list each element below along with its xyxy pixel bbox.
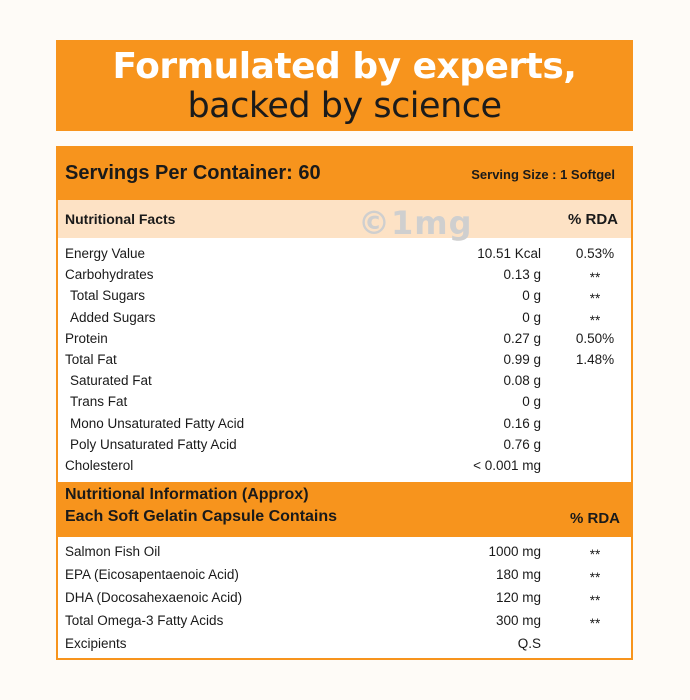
- facts-row-name: Total Fat: [65, 352, 117, 367]
- facts-row-rda: 0.53%: [575, 246, 615, 261]
- info-rda-header: % RDA: [570, 510, 621, 527]
- info-row-rda: **: [589, 570, 601, 585]
- facts-title: Nutritional Facts: [65, 211, 176, 227]
- facts-row-value: 0.08 g: [503, 373, 541, 389]
- facts-row-rda: **: [589, 312, 601, 328]
- facts-row-value: 0.16 g: [503, 415, 541, 431]
- info-row-value: 120 mg: [495, 590, 541, 605]
- facts-row-value: 0.27 g: [503, 330, 541, 346]
- headline-banner: Formulated by experts, backed by science: [56, 40, 633, 131]
- facts-row-value: < 0.001 mg: [473, 458, 541, 473]
- facts-row-name: Energy Value: [65, 246, 146, 261]
- facts-row-name: Trans Fat: [70, 394, 128, 410]
- facts-row-value: 0.13 g: [503, 267, 541, 283]
- facts-row-name: Saturated Fat: [70, 373, 152, 389]
- facts-row-value: 0 g: [522, 288, 541, 304]
- nutrition-panel: Servings Per Container: 60 Serving Size …: [56, 146, 633, 660]
- info-row-value: 1000 mg: [488, 544, 541, 559]
- facts-row-value: 0 g: [522, 309, 541, 325]
- info-row-name: DHA (Docosahexaenoic Acid): [65, 590, 243, 605]
- info-row-name: EPA (Eicosapentaenoic Acid): [65, 567, 239, 582]
- info-row-rda: **: [589, 616, 601, 631]
- info-row-name: Excipients: [65, 636, 127, 651]
- facts-row-value: 0.76 g: [503, 436, 541, 452]
- facts-row-value: 0.99 g: [503, 352, 541, 367]
- facts-row-rda: **: [589, 291, 601, 307]
- info-row-rda: **: [589, 547, 601, 562]
- facts-row-name: Total Sugars: [70, 288, 146, 304]
- info-title-line-1: Nutritional Information (Approx): [65, 486, 309, 503]
- info-row-rda: **: [589, 593, 601, 608]
- servings-header: Servings Per Container: 60 Serving Size …: [58, 148, 631, 200]
- info-row-value: 300 mg: [495, 613, 541, 628]
- serving-size: Serving Size : 1 Softgel: [471, 167, 615, 182]
- facts-row-rda: 1.48%: [575, 352, 615, 367]
- headline-line-1: Formulated by experts,: [112, 46, 577, 87]
- info-row-name: Salmon Fish Oil: [65, 544, 161, 559]
- facts-row-name: Mono Unsaturated Fatty Acid: [70, 415, 245, 431]
- facts-row-name: Carbohydrates: [65, 267, 154, 283]
- info-header: Nutritional Information (Approx) Each So…: [58, 482, 631, 537]
- info-row-value: 180 mg: [495, 567, 541, 582]
- facts-row-name: Cholesterol: [65, 458, 134, 473]
- info-title-line-2: Each Soft Gelatin Capsule Contains: [65, 508, 338, 525]
- facts-row-value: 0 g: [522, 394, 541, 410]
- facts-row-name: Protein: [65, 330, 108, 346]
- facts-row-value: 10.51 Kcal: [477, 246, 541, 261]
- facts-row-name: Poly Unsaturated Fatty Acid: [70, 436, 237, 452]
- facts-row-rda: 0.50%: [575, 330, 615, 346]
- servings-per-container: Servings Per Container: 60: [65, 162, 321, 184]
- facts-row-rda: **: [589, 270, 601, 286]
- info-row-name: Total Omega-3 Fatty Acids: [65, 613, 224, 628]
- watermark-logo: ©1mg: [358, 204, 473, 242]
- facts-row-name: Added Sugars: [70, 309, 156, 325]
- headline-line-2: backed by science: [187, 86, 502, 126]
- facts-rda-header: % RDA: [568, 211, 619, 228]
- info-row-value: Q.S: [517, 636, 541, 651]
- facts-title-row: Nutritional Facts % RDA: [58, 200, 631, 238]
